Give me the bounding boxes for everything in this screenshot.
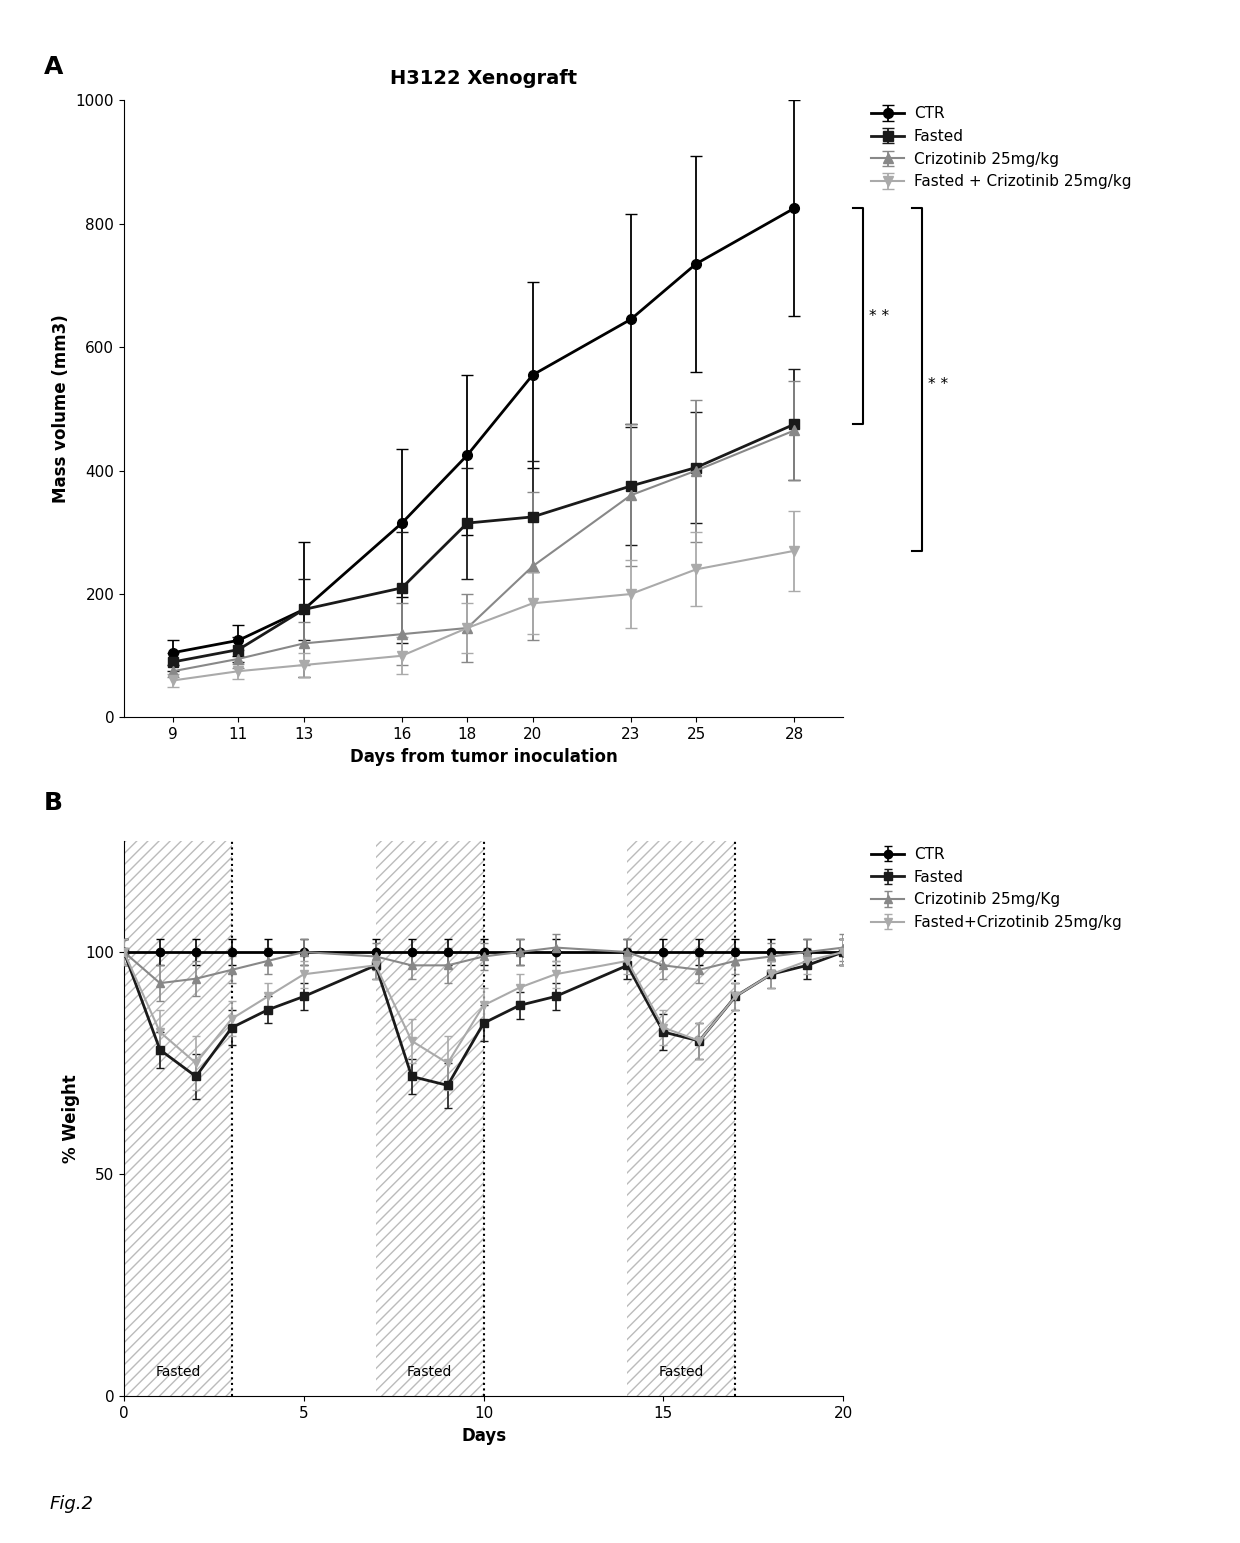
- Text: * *: * *: [929, 376, 949, 392]
- Title: H3122 Xenograft: H3122 Xenograft: [391, 68, 577, 88]
- X-axis label: Days: Days: [461, 1427, 506, 1444]
- Bar: [627, 841, 735, 1396]
- Legend: CTR, Fasted, Crizotinib 25mg/kg, Fasted + Crizotinib 25mg/kg: CTR, Fasted, Crizotinib 25mg/kg, Fasted …: [864, 100, 1137, 196]
- Bar: [124, 841, 232, 1396]
- Y-axis label: % Weight: % Weight: [62, 1074, 79, 1163]
- Text: Fasted: Fasted: [155, 1364, 201, 1378]
- Text: Fasted: Fasted: [407, 1364, 453, 1378]
- Bar: [376, 841, 484, 1396]
- Y-axis label: Mass volume (mm3): Mass volume (mm3): [52, 315, 71, 503]
- Text: B: B: [43, 792, 62, 815]
- Legend: CTR, Fasted, Crizotinib 25mg/Kg, Fasted+Crizotinib 25mg/kg: CTR, Fasted, Crizotinib 25mg/Kg, Fasted+…: [864, 841, 1127, 937]
- Text: Fasted: Fasted: [658, 1364, 704, 1378]
- Text: Fig.2: Fig.2: [50, 1495, 93, 1514]
- X-axis label: Days from tumor inoculation: Days from tumor inoculation: [350, 748, 618, 765]
- Text: * *: * *: [869, 309, 889, 324]
- Text: A: A: [43, 56, 63, 79]
